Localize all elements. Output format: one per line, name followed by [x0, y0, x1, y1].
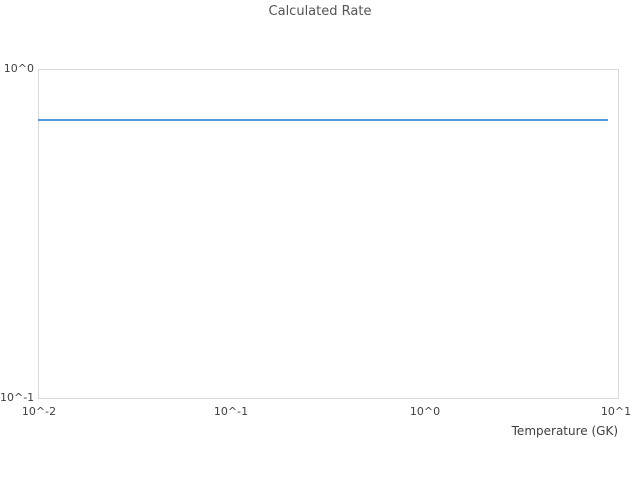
x-tick-label-1e0: 10^0	[409, 405, 441, 418]
x-tick-label-1e-1: 10^-1	[213, 405, 249, 418]
y-tick-label-1e-1: 10^-1	[0, 391, 35, 404]
rate-line-series	[38, 119, 608, 121]
plot-area	[38, 69, 619, 399]
chart-title: Calculated Rate	[268, 4, 372, 19]
y-tick-label-1e0: 10^0	[3, 62, 34, 75]
x-axis-title: Temperature (GK)	[511, 424, 618, 438]
x-tick-label-1e1: 10^1	[600, 405, 632, 418]
x-tick-label-1e-2: 10^-2	[21, 405, 57, 418]
